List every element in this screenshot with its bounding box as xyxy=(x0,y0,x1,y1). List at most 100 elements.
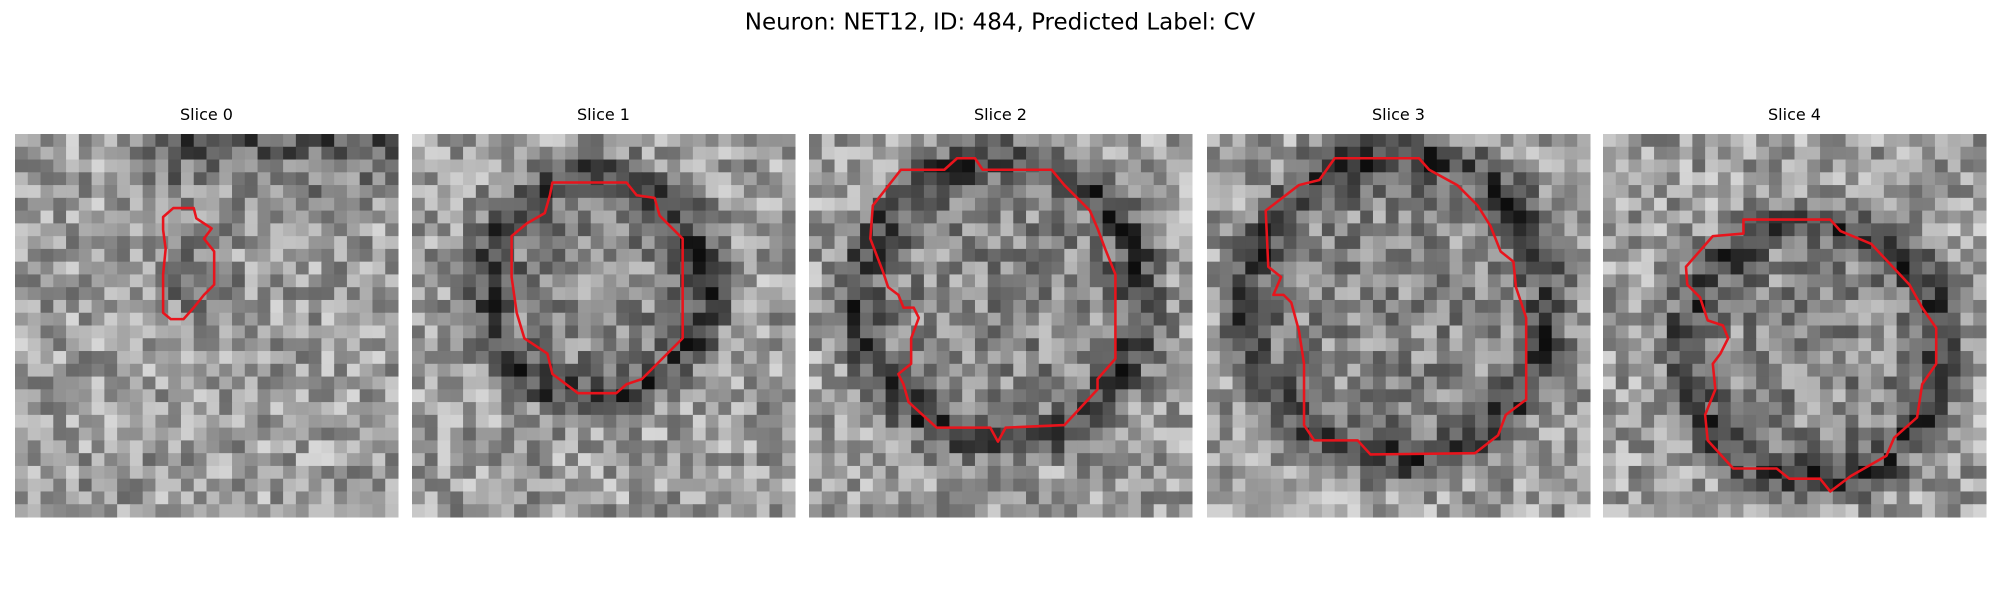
pixel xyxy=(1832,159,1847,173)
pixel xyxy=(219,134,233,148)
pixel xyxy=(718,146,732,161)
pixel xyxy=(1013,376,1027,390)
pixel xyxy=(949,210,963,224)
pixel xyxy=(1883,402,1898,416)
pixel xyxy=(1475,363,1489,378)
pixel xyxy=(270,261,284,275)
pixel xyxy=(1232,287,1246,301)
pixel xyxy=(949,351,963,365)
pixel xyxy=(898,338,912,352)
pixel xyxy=(346,453,361,467)
pixel xyxy=(1947,478,1961,492)
pixel xyxy=(1115,389,1129,403)
pixel xyxy=(1538,223,1553,237)
pixel xyxy=(1743,491,1757,505)
pixel xyxy=(257,491,271,505)
pixel xyxy=(1603,376,1617,390)
pixel xyxy=(1730,274,1744,288)
pixel xyxy=(743,146,758,161)
pixel xyxy=(821,440,836,454)
pixel xyxy=(962,210,976,224)
pixel xyxy=(1179,197,1193,212)
pixel xyxy=(463,210,477,224)
pixel xyxy=(1832,325,1847,339)
pixel xyxy=(412,453,426,467)
pixel xyxy=(1768,414,1783,429)
pixel xyxy=(1500,236,1514,250)
pixel xyxy=(1705,504,1719,518)
pixel xyxy=(1013,134,1027,148)
pixel xyxy=(232,134,246,148)
pixel xyxy=(1909,376,1923,390)
pixel xyxy=(1615,185,1630,199)
pixel xyxy=(705,478,719,492)
pixel xyxy=(577,414,592,429)
pixel xyxy=(769,478,783,492)
pixel xyxy=(40,453,54,467)
pixel xyxy=(1102,338,1116,352)
pixel xyxy=(565,274,579,288)
pixel xyxy=(463,236,477,250)
pixel xyxy=(308,491,322,505)
pixel xyxy=(1372,325,1387,339)
pixel xyxy=(1692,210,1706,224)
pixel xyxy=(1551,210,1565,224)
pixel xyxy=(962,236,976,250)
pixel xyxy=(1166,248,1180,263)
pixel xyxy=(1153,312,1167,327)
pixel xyxy=(552,453,566,467)
pixel xyxy=(911,440,925,454)
pixel xyxy=(1768,427,1783,441)
pixel xyxy=(1538,172,1553,186)
pixel xyxy=(1487,274,1502,288)
pixel xyxy=(1717,363,1732,378)
pixel xyxy=(232,453,246,467)
pixel xyxy=(667,236,681,250)
pixel xyxy=(936,312,950,327)
pixel xyxy=(40,363,54,378)
pixel xyxy=(974,172,989,186)
pixel xyxy=(565,159,579,173)
pixel xyxy=(1538,389,1553,403)
pixel xyxy=(1768,478,1783,492)
pixel xyxy=(155,351,169,365)
pixel xyxy=(1424,363,1438,378)
pixel xyxy=(219,427,233,441)
pixel xyxy=(1166,325,1180,339)
pixel xyxy=(923,197,938,212)
pixel xyxy=(1347,223,1361,237)
pixel xyxy=(1781,261,1796,275)
pixel xyxy=(1245,478,1259,492)
pixel xyxy=(949,427,963,441)
pixel xyxy=(1051,274,1065,288)
pixel xyxy=(27,236,42,250)
pixel xyxy=(27,338,42,352)
pixel xyxy=(1372,197,1387,212)
pixel xyxy=(168,261,182,275)
pixel xyxy=(168,146,182,161)
pixel xyxy=(1372,299,1387,314)
pixel xyxy=(104,197,118,212)
pixel xyxy=(834,440,848,454)
pixel xyxy=(641,223,656,237)
pixel xyxy=(1538,465,1553,480)
pixel xyxy=(412,491,426,505)
pixel xyxy=(78,261,93,275)
pixel xyxy=(1309,414,1323,429)
pixel xyxy=(168,223,182,237)
pixel xyxy=(565,351,579,365)
pixel xyxy=(769,363,783,378)
pixel xyxy=(1270,351,1285,365)
pixel xyxy=(412,440,426,454)
pixel xyxy=(1934,351,1949,365)
pixel xyxy=(1820,236,1834,250)
pixel xyxy=(1705,223,1719,237)
pixel xyxy=(1398,427,1412,441)
pixel xyxy=(1794,236,1808,250)
pixel xyxy=(334,248,348,263)
pixel xyxy=(1166,414,1180,429)
pixel xyxy=(1551,312,1565,327)
pixel xyxy=(1692,351,1706,365)
pixel xyxy=(1526,236,1540,250)
pixel xyxy=(1372,453,1387,467)
